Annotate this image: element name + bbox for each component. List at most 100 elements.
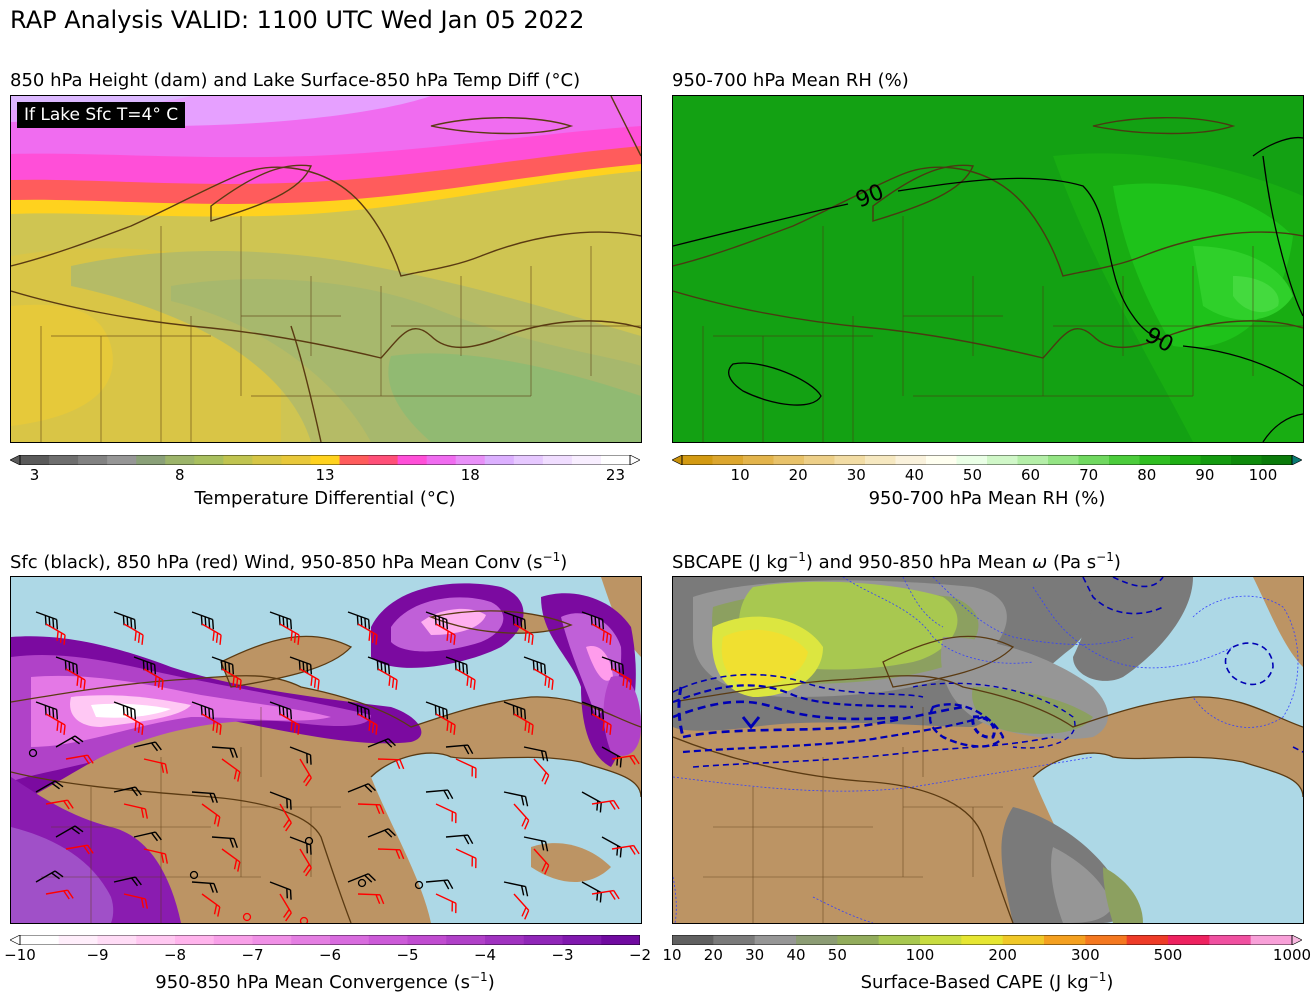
panel-4-title-c-exponent: −1 (1096, 550, 1114, 564)
panel-4-title: SBCAPE (J kg−1) and 950-850 hPa Mean ω (… (672, 550, 1121, 573)
cape-omega-map (673, 577, 1303, 923)
surface-wind-barb (367, 828, 396, 838)
850hpa-wind-barb (377, 758, 405, 770)
surface-wind-barb (523, 836, 549, 852)
850hpa-wind-barb (357, 713, 378, 735)
surface-wind-barb (523, 656, 547, 675)
colorbar-swatch (672, 935, 714, 945)
colorbar-swatch (1261, 455, 1293, 465)
colorbar-tick-label: 60 (1021, 466, 1041, 484)
850hpa-wind-barb (435, 623, 456, 645)
colorbar-swatch (485, 935, 525, 945)
panel-2-colorbar-label: 950-700 hPa Mean RH (%) (868, 488, 1106, 509)
colorbar-swatch (956, 455, 988, 465)
colorbar-swatch (837, 935, 880, 945)
850hpa-wind-barb (591, 889, 620, 900)
colorbar-swatch (484, 455, 515, 465)
colorbar-swatch (97, 935, 137, 945)
850hpa-wind-barb (143, 848, 168, 864)
colorbar-swatch (926, 455, 958, 465)
panel-3-colorbar (9, 930, 641, 946)
panel-2-title: 950-700 hPa Mean RH (%) (672, 70, 909, 91)
850hpa-wind-barb (65, 668, 86, 690)
850hpa-wind-barb (45, 799, 74, 810)
colorbar-tick-label: 10 (662, 946, 682, 964)
colorbar-extend-left (9, 934, 21, 946)
panel-1-colorbar (9, 450, 641, 466)
panel-3-title-text: Sfc (black), 850 hPa (red) Wind, 950-850… (10, 552, 543, 573)
surface-wind-barb (269, 881, 292, 900)
850hpa-wind-barb (357, 803, 385, 815)
panel-1-colorbar-label: Temperature Differential (°C) (194, 488, 456, 509)
colorbar-swatch (252, 935, 292, 945)
850hpa-wind-barb (279, 803, 292, 832)
850hpa-wind-barb (591, 713, 612, 735)
colorbar-tick-label: 18 (460, 466, 480, 484)
colorbar-extend-left (9, 454, 21, 466)
panel-2-map: 90 90 (672, 95, 1304, 443)
panel-3-colorbar-label-close: ) (487, 972, 495, 993)
calm-wind-marker-850 (242, 912, 252, 922)
colorbar-swatch (407, 935, 447, 945)
surface-wind-barb (55, 656, 79, 675)
surface-wind-barb (191, 881, 218, 894)
surface-wind-barb (581, 791, 602, 813)
colorbar-swatch (107, 455, 137, 465)
850hpa-wind-barb (45, 889, 74, 900)
850hpa-wind-barb (377, 848, 405, 860)
colorbar-swatch (713, 935, 756, 945)
surface-wind-barb (425, 879, 454, 890)
colorbar-swatch (1048, 455, 1080, 465)
850hpa-wind-barb (279, 713, 300, 735)
colorbar-extend-right (629, 454, 641, 466)
colorbar-tick-label: 70 (1079, 466, 1099, 484)
surface-wind-barb (445, 834, 474, 845)
colorbar-swatch (1168, 935, 1210, 945)
850hpa-wind-barb (611, 754, 640, 765)
colorbar-swatch (1250, 935, 1293, 945)
850hpa-wind-barb (45, 623, 66, 645)
surface-wind-barb (289, 656, 313, 675)
surface-wind-barb (601, 746, 622, 768)
colorbar-swatch (136, 935, 176, 945)
calm-wind-marker (28, 748, 38, 758)
colorbar-swatch (1231, 455, 1263, 465)
panel-4-colorbar-label-close: ) (1106, 972, 1114, 993)
surface-wind-barb (55, 735, 84, 748)
colorbar-tick-label: −6 (318, 946, 342, 964)
panel-3-colorbar-label-text: 950-850 hPa Mean Convergence (s (155, 972, 470, 993)
panel-4-title-omega: ω (1032, 552, 1048, 573)
panel-3-title-close: ) (560, 552, 568, 573)
colorbar-swatch (368, 935, 409, 945)
surface-wind-barb (269, 611, 293, 630)
surface-wind-barb (425, 611, 449, 630)
850hpa-wind-barb (299, 668, 320, 690)
850hpa-wind-barb (591, 799, 620, 810)
panel-4-map (672, 576, 1304, 924)
colorbar-swatch (1017, 455, 1049, 465)
850hpa-wind-barb (221, 758, 241, 782)
wind-barbs (28, 611, 640, 923)
850hpa-wind-barb (435, 713, 456, 735)
surface-wind-barb (113, 786, 142, 797)
surface-wind-barb (133, 656, 157, 675)
colorbar-swatch (834, 455, 866, 465)
colorbar-tick-label: 3 (29, 466, 40, 484)
850hpa-wind-barb (611, 844, 640, 855)
colorbar-swatch (1044, 935, 1086, 945)
calm-wind-marker (414, 880, 424, 890)
calm-wind-marker (304, 836, 314, 846)
panel-1-title: 850 hPa Height (dam) and Lake Surface-85… (10, 70, 581, 91)
surface-wind-barb (289, 746, 312, 765)
850hpa-wind-barb (201, 803, 221, 827)
colorbar-swatch (523, 935, 564, 945)
850hpa-wind-barb (513, 803, 530, 830)
colorbar-swatch (455, 455, 486, 465)
850hpa-wind-barb (513, 713, 534, 735)
panel-1-colorbar-strip (9, 454, 641, 466)
surface-wind-barb (503, 881, 529, 897)
panel-4-colorbar (671, 930, 1303, 946)
panel-4-colorbar-strip (671, 934, 1303, 946)
colorbar-swatch (571, 455, 602, 465)
colorbar-swatch (136, 455, 166, 465)
